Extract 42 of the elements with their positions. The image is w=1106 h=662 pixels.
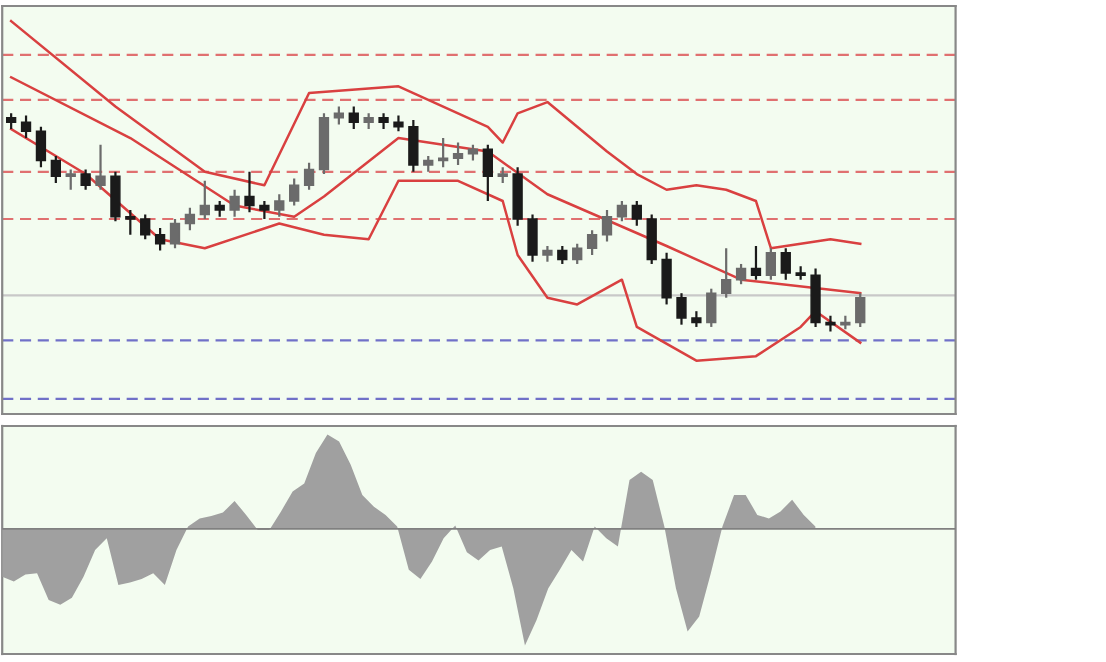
candlestick [572, 242, 583, 266]
candlestick [855, 292, 866, 329]
candlestick [482, 143, 493, 203]
candlestick [735, 262, 747, 286]
candlestick [289, 177, 300, 207]
candlestick [348, 105, 359, 131]
candlestick [95, 143, 106, 191]
candlestick [616, 199, 628, 223]
candlestick [721, 247, 732, 299]
candlestick [50, 154, 62, 185]
candlestick [110, 170, 121, 223]
candlestick [780, 247, 791, 281]
candlestick [80, 168, 91, 191]
candlestick [527, 213, 538, 263]
candlestick [154, 226, 166, 252]
candlestick [750, 244, 762, 281]
candlestick [676, 292, 687, 326]
candlestick [184, 206, 196, 232]
candlestick [229, 188, 240, 218]
candlestick [586, 229, 598, 257]
candlestick [631, 199, 642, 227]
candlestick [244, 170, 255, 214]
candlestick [35, 125, 47, 169]
candlestick [125, 208, 136, 236]
candlestick [601, 208, 613, 243]
candlestick [646, 213, 657, 266]
candlestick [140, 213, 151, 241]
candlestick [706, 287, 717, 329]
candlestick [408, 118, 419, 173]
candlestick [65, 168, 76, 191]
candlestick [199, 179, 210, 221]
candlestick [303, 161, 315, 191]
candlestick [169, 217, 181, 250]
candlestick [825, 314, 836, 333]
candlestick [661, 251, 672, 306]
candlestick [765, 247, 777, 281]
candlestick [512, 166, 523, 227]
candlestick [452, 141, 464, 167]
candlestick [274, 193, 285, 218]
candlestick [20, 114, 32, 140]
candlestick [810, 267, 821, 329]
candlestick [259, 199, 270, 221]
